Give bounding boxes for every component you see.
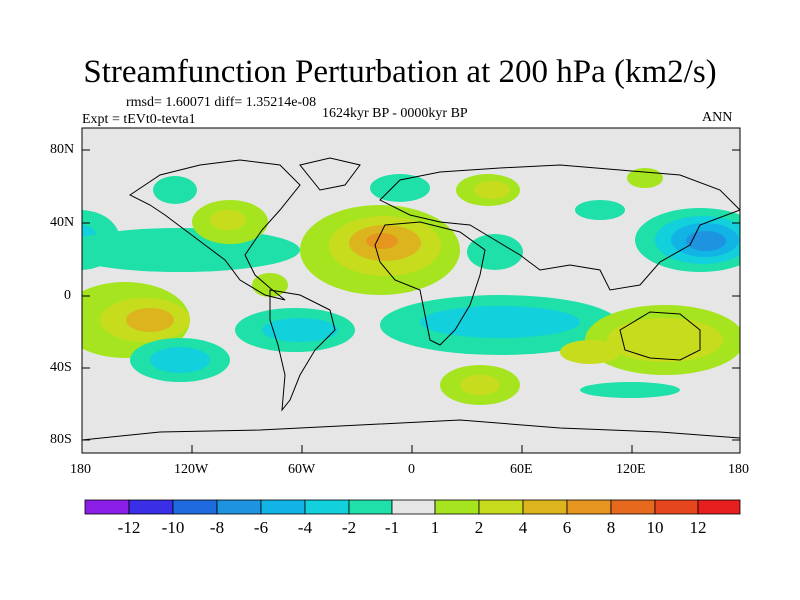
colorbar-label: 10 (646, 518, 664, 537)
coastlines (82, 157, 740, 441)
colorbar-label: -2 (341, 518, 357, 537)
australia-coast (619, 311, 701, 361)
lon-tick-label: 60W (288, 462, 316, 477)
colorbar-bin (304, 499, 350, 515)
colorbar (84, 499, 741, 515)
lon-tick-label: 180 (70, 462, 91, 477)
rmsd-stats: rmsd= 1.60071 diff= 1.35214e-08 (126, 95, 317, 110)
colorbar-label: -10 (161, 518, 185, 537)
colorbar-bin (172, 499, 218, 515)
colorbar-label: 1 (430, 518, 440, 537)
colorbar-label: -4 (297, 518, 313, 537)
colorbar-label: 2 (474, 518, 484, 537)
colorbar-bin (260, 499, 306, 515)
map-panel (82, 128, 740, 453)
map-frame (81, 127, 741, 454)
colorbar-bin (348, 499, 393, 515)
colorbar-label: -12 (117, 518, 141, 537)
axis-ticks (81, 149, 741, 453)
colorbar-bin (478, 499, 524, 515)
colorbar-bin (566, 499, 612, 515)
colorbar-label: -8 (209, 518, 225, 537)
colorbar-bin (128, 499, 174, 515)
colorbar-label: -6 (253, 518, 269, 537)
africa-coast (374, 221, 486, 346)
greenland-coast (299, 157, 361, 191)
season-label: ANN (702, 110, 733, 125)
lon-tick-label: 0 (408, 462, 415, 477)
lat-tick-label: 80S (50, 432, 72, 447)
colorbar-bin (434, 499, 480, 515)
lon-tick-label: 60E (510, 462, 533, 477)
antarctica-coast (82, 419, 740, 441)
lat-tick-label: 80N (50, 142, 75, 157)
experiment-label: Expt = tEVt0-tevta1 (82, 112, 196, 127)
period-label: 1624kyr BP - 0000kyr BP (322, 106, 468, 121)
colorbar-label: -1 (384, 518, 400, 537)
north-america-coast (129, 159, 301, 301)
colorbar-label: 8 (606, 518, 616, 537)
colorbar-label: 6 (562, 518, 572, 537)
colorbar-bin (654, 499, 699, 515)
colorbar-bin (522, 499, 568, 515)
south-america-coast (269, 289, 336, 412)
colorbar-bin (610, 499, 656, 515)
lat-tick-label: 0 (64, 288, 71, 303)
lon-tick-label: 120W (174, 462, 209, 477)
plot-title: Streamfunction Perturbation at 200 hPa (… (83, 54, 717, 90)
colorbar-bin (84, 499, 130, 515)
colorbar-label: 12 (689, 518, 707, 537)
contour-fills (82, 168, 740, 405)
lat-tick-label: 40N (50, 215, 75, 230)
eurasia-coast (379, 164, 740, 291)
lon-tick-label: 120E (616, 462, 646, 477)
colorbar-label: 4 (518, 518, 528, 537)
colorbar-bin (391, 499, 436, 515)
lat-tick-label: 40S (50, 360, 72, 375)
colorbar-bin (216, 499, 262, 515)
colorbar-bin (697, 499, 741, 515)
lon-tick-label: 180 (728, 462, 749, 477)
